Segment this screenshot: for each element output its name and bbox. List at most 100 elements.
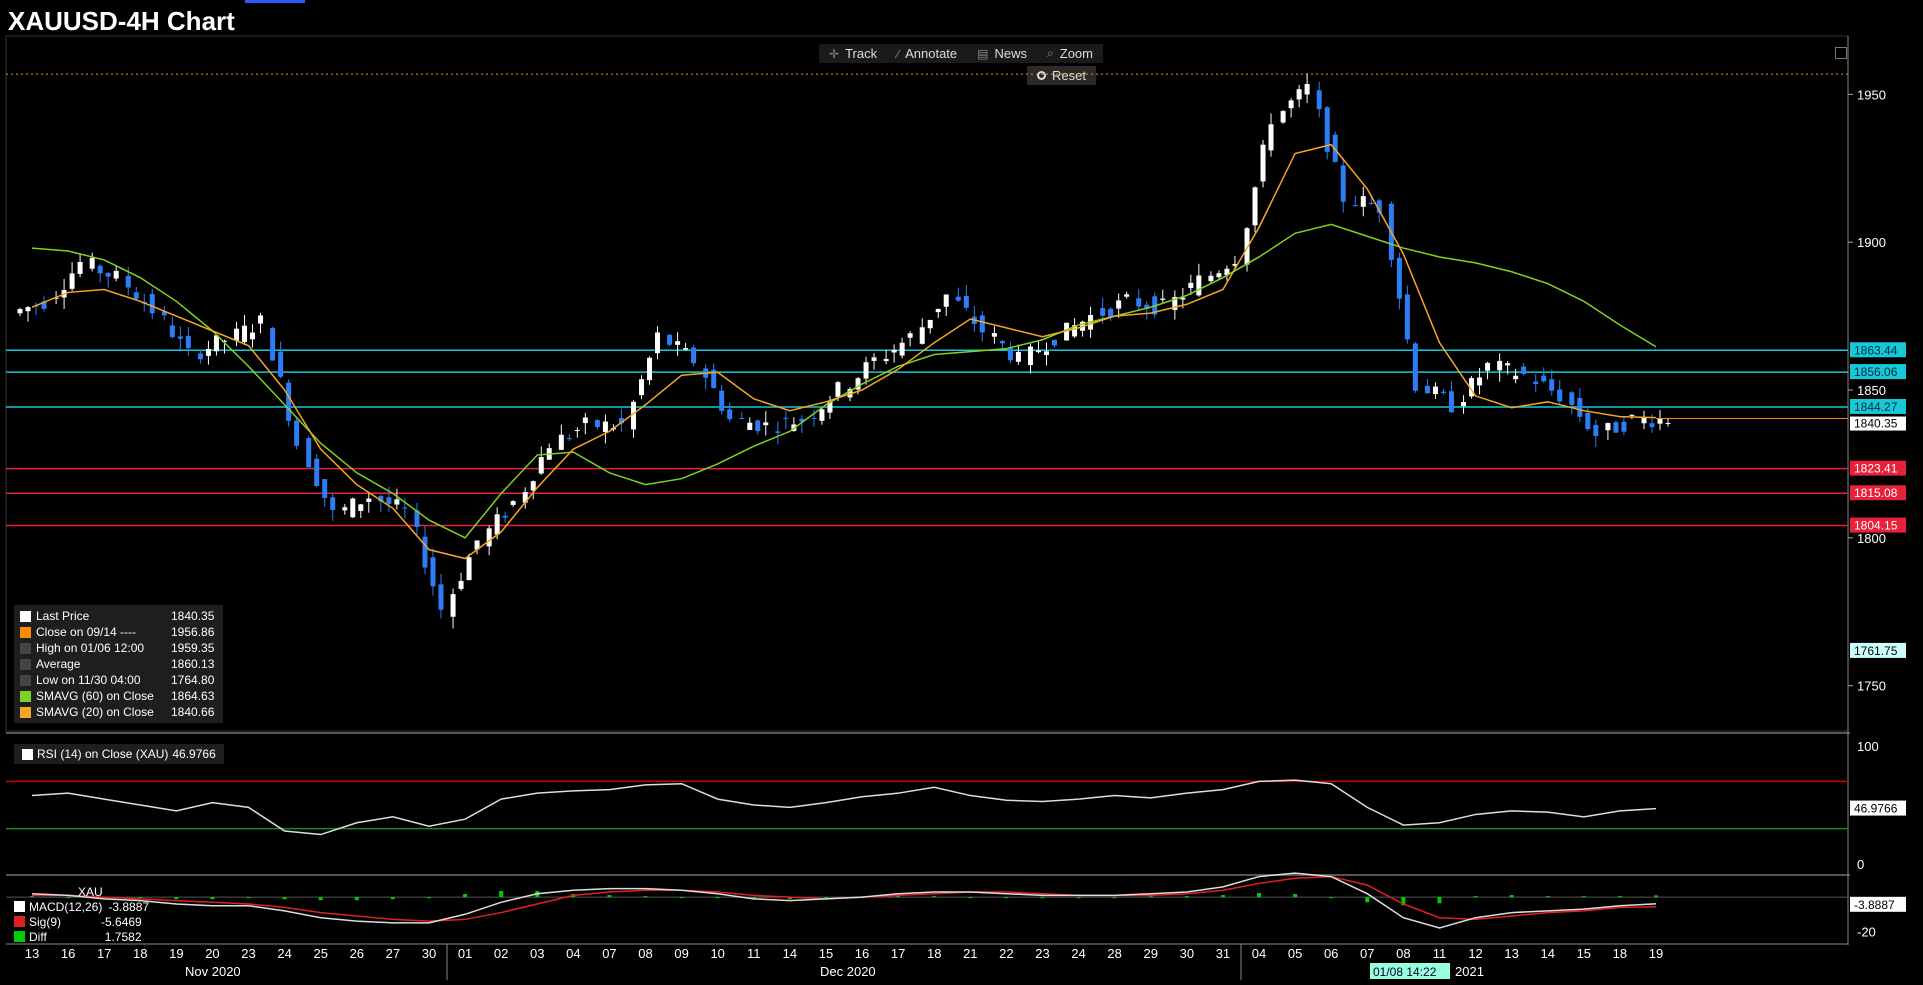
candle-body [234,328,240,341]
candle-body [1288,100,1294,109]
candle-body [574,430,580,432]
macd-diff-bar [896,896,901,898]
candle-body [17,309,23,314]
zoom-label: Zoom [1059,46,1093,61]
zoom-button[interactable]: ⌕ Zoom [1037,44,1103,63]
resistance-label: 1844.27 [1854,400,1898,414]
x-tick-label: 15 [819,946,833,961]
candle-body [811,417,817,419]
candle-body [871,357,877,361]
collapse-icon[interactable] [1835,47,1847,59]
news-button[interactable]: ▤ News [967,44,1037,63]
candle-body [1035,350,1041,353]
macd-title: XAU [78,884,103,899]
x-tick-label: 20 [205,946,219,961]
candle-body [286,382,292,421]
candle-body [169,325,175,338]
month-label: 2021 [1455,964,1484,979]
sma20-line [31,143,1657,560]
candle-body [1521,366,1527,374]
candle-body [1505,363,1511,366]
candle-body [891,349,897,353]
candle-body [775,431,781,433]
macd-diff-bar [1509,895,1514,898]
candle-body [41,301,47,309]
x-tick-label: 10 [710,946,724,961]
x-tick-label: 23 [241,946,255,961]
candle-body [89,257,95,269]
x-tick-label: 30 [422,946,436,961]
candle-body [999,341,1005,344]
annotate-button[interactable]: ∕ Annotate [887,44,967,63]
macd-diff-bar [1473,896,1478,898]
candle-body [1605,422,1611,431]
x-tick-label: 05 [1288,946,1302,961]
candle-body [863,362,869,379]
candle-body [667,334,673,345]
legend-value: 1959.35 [171,641,215,655]
macd-row: Sig(9) -5.6469 [14,914,149,929]
candle-body [1577,397,1583,417]
macd-line [31,872,1657,929]
candle-body [1124,294,1130,297]
macd-diff-bar [1617,896,1622,898]
rsi-value-box [1850,800,1906,816]
legend-swatch [14,916,25,927]
support-label-box [1850,517,1906,533]
pencil-icon: ∕ [897,46,900,61]
candle-body [594,420,600,428]
candle-body [755,420,761,432]
macd-diff-bar [354,897,359,901]
candle-body [510,501,516,505]
macd-tick-label: -20 [1857,924,1876,939]
candle-body [827,401,833,413]
candle-body [711,369,717,388]
last-price-box [1850,416,1906,431]
candle-body [394,499,400,505]
price-legend: Last Price 1840.35 Close on 09/14 ---- 195… [14,605,223,723]
candle-body [350,498,356,518]
candle-body [1116,300,1122,309]
candle-body [783,417,789,419]
candle-body [113,270,119,279]
legend-value: 1840.35 [171,609,215,623]
candle-body [185,335,191,349]
legend-swatch [14,931,25,942]
macd-diff-bar [318,897,323,901]
month-label: Dec 2020 [820,964,876,979]
rsi-tick-label: 0 [1857,857,1864,872]
macd-diff-bar [1545,896,1550,898]
macd-row: Diff 1.7582 [14,929,149,944]
macd-diff-bar [787,897,792,900]
candle-body [1569,392,1575,405]
active-tab-indicator [245,0,305,3]
legend-row: Last Price 1840.35 [20,608,217,624]
candle-body [358,504,364,511]
macd-label: Diff [29,929,47,944]
candle-body [683,348,689,350]
candle-body [378,495,384,502]
macd-diff-bar [1148,896,1153,898]
track-button[interactable]: ✛ Track [819,44,887,63]
reset-button[interactable]: Reset [1027,66,1096,85]
candle-body [883,358,889,362]
macd-diff-bar [643,896,648,898]
candle-body [655,332,661,354]
rsi-legend: RSI (14) on Close (XAU) 46.9766 [14,744,224,764]
candle-body [1144,304,1150,309]
candle-body [1404,294,1410,340]
macd-diff-bar [1112,897,1117,899]
x-tick-label: 25 [313,946,327,961]
candle-body [1649,423,1655,428]
macd-diff-bar [1184,896,1189,898]
candle-body [1641,417,1647,424]
macd-value: -3.8887 [108,899,150,914]
x-tick-label: 13 [25,946,39,961]
legend-swatch [20,658,31,670]
legend-label: Close on 09/14 ---- [36,625,137,639]
x-tick-label: 09 [674,946,688,961]
macd-diff-bar [426,897,431,899]
candle-body [258,315,264,324]
candle-body [1007,347,1013,361]
